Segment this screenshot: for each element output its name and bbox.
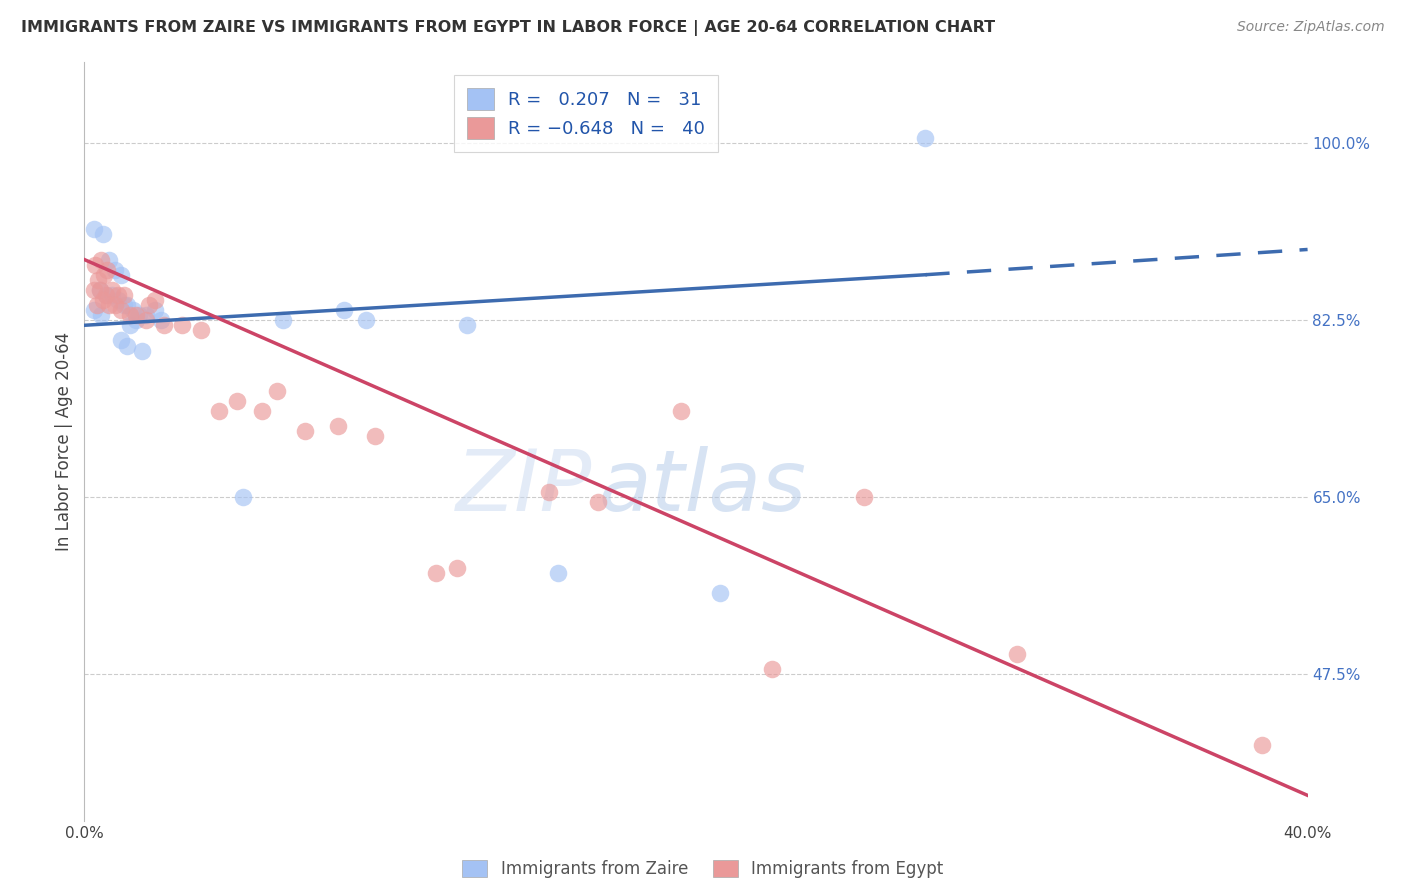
Point (135, 308, 157, 322)
Point (104, 262, 127, 277)
Point (153, 318, 176, 333)
Point (914, 131, 936, 145)
Legend: Immigrants from Zaire, Immigrants from Egypt: Immigrants from Zaire, Immigrants from E… (463, 860, 943, 879)
Point (328, 419, 350, 434)
Point (135, 313, 157, 327)
Point (333, 303, 356, 318)
Point (586, 495, 609, 509)
Point (149, 313, 172, 327)
Point (83, 303, 105, 318)
Point (90, 308, 112, 322)
Point (271, 313, 294, 327)
Point (190, 323, 212, 337)
Point (84, 258, 107, 272)
Point (115, 298, 138, 312)
Point (83, 283, 105, 297)
Point (87, 273, 110, 287)
Point (138, 298, 160, 312)
Point (91, 227, 114, 242)
Point (1005, 647, 1028, 661)
Point (364, 429, 387, 443)
Point (94, 288, 117, 302)
Point (709, 586, 731, 600)
Point (456, 318, 478, 333)
Point (86, 298, 108, 312)
Point (110, 268, 132, 282)
Point (538, 485, 561, 500)
Point (97, 298, 120, 312)
Legend: R =   0.207   N =   31, R = −0.648   N =   40: R = 0.207 N = 31, R = −0.648 N = 40 (454, 75, 718, 152)
Point (90, 252, 112, 267)
Point (107, 288, 129, 302)
Point (120, 308, 142, 322)
Point (131, 343, 153, 358)
Point (91, 293, 114, 307)
Point (101, 283, 124, 297)
Point (97, 252, 120, 267)
Point (89, 283, 111, 297)
Point (83, 222, 105, 236)
Point (101, 288, 124, 302)
Point (125, 313, 148, 327)
Point (110, 303, 132, 318)
Point (107, 293, 129, 307)
Text: atlas: atlas (598, 445, 806, 529)
Point (89, 283, 111, 297)
Point (93, 268, 115, 282)
Point (110, 334, 132, 348)
Point (669, 404, 692, 418)
Point (446, 561, 468, 575)
Point (143, 293, 166, 307)
Point (354, 313, 377, 327)
Point (294, 425, 316, 439)
Point (128, 308, 150, 322)
Point (125, 308, 148, 322)
Point (96, 262, 118, 277)
Point (250, 404, 273, 418)
Point (143, 303, 166, 318)
Point (115, 338, 138, 352)
Point (208, 404, 231, 418)
Point (104, 298, 127, 312)
Text: Source: ZipAtlas.com: Source: ZipAtlas.com (1237, 20, 1385, 34)
Text: ZIP: ZIP (456, 445, 592, 529)
Point (547, 566, 569, 580)
Point (232, 490, 254, 504)
Y-axis label: In Labor Force | Age 20-64: In Labor Force | Age 20-64 (55, 332, 73, 551)
Point (172, 318, 194, 333)
Point (761, 662, 783, 676)
Point (266, 384, 288, 398)
Point (853, 490, 876, 504)
Point (112, 298, 135, 312)
Point (1250, 738, 1272, 752)
Point (94, 288, 117, 302)
Point (112, 288, 135, 302)
Point (425, 566, 447, 580)
Point (226, 394, 249, 409)
Point (122, 303, 145, 318)
Point (120, 318, 142, 333)
Text: IMMIGRANTS FROM ZAIRE VS IMMIGRANTS FROM EGYPT IN LABOR FORCE | AGE 20-64 CORREL: IMMIGRANTS FROM ZAIRE VS IMMIGRANTS FROM… (21, 20, 995, 36)
